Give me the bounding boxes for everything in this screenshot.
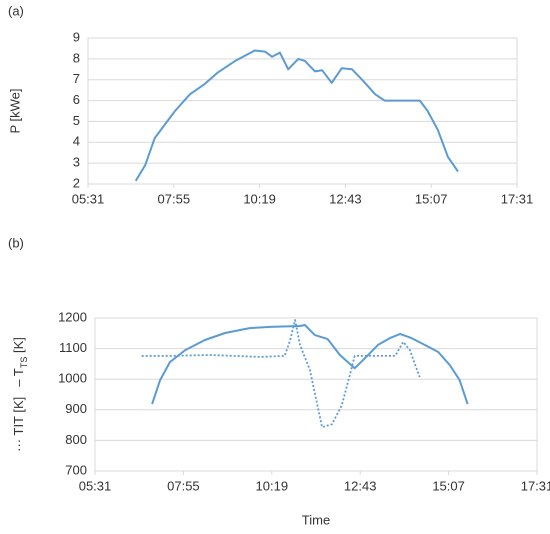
- y-tick-label: 800: [65, 432, 87, 447]
- x-tick-label: 10:19: [256, 478, 289, 493]
- panel-label: (a): [8, 3, 24, 18]
- series-line: [134, 49, 459, 182]
- x-tick-label: 17:31: [501, 191, 534, 206]
- x-tick-label: 05:31: [79, 478, 112, 493]
- x-tick-label: 07:55: [167, 478, 200, 493]
- y-tick-label: 1000: [58, 371, 87, 386]
- y-axis-label-part: TS: [19, 357, 29, 369]
- x-axis-label: Time: [302, 512, 330, 527]
- y-tick-label: 3: [73, 155, 80, 170]
- x-tick-label: 07:55: [158, 191, 191, 206]
- y-tick-label: 700: [65, 462, 87, 477]
- plot-border: [94, 317, 538, 472]
- y-axis-label-part: ··· TIT [K]: [11, 397, 26, 452]
- y-axis-label: ··· TIT [K] – TTS [K]: [11, 337, 29, 452]
- y-tick-label: 1200: [58, 309, 87, 324]
- y-tick-label: 9: [73, 29, 80, 44]
- series-line: [141, 319, 421, 429]
- panel-label: (b): [8, 235, 24, 250]
- y-axis-label-part: – T: [11, 368, 26, 387]
- x-tick-label: 15:07: [432, 478, 465, 493]
- series-line: [151, 324, 469, 405]
- x-tick-label: 12:43: [329, 191, 362, 206]
- y-tick-label: 900: [65, 401, 87, 416]
- y-tick-label: 5: [73, 113, 80, 128]
- y-axis-label-part: [K]: [11, 337, 26, 357]
- y-tick-label: 1100: [59, 340, 87, 355]
- y-tick-label: 8: [73, 50, 80, 65]
- plot-border: [87, 37, 518, 185]
- x-tick-label: 05:31: [72, 191, 105, 206]
- x-tick-label: 17:31: [521, 478, 550, 493]
- x-tick-label: 15:07: [415, 191, 448, 206]
- y-tick-label: 4: [73, 134, 80, 149]
- y-tick-label: 2: [73, 175, 80, 190]
- x-tick-label: 10:19: [243, 191, 276, 206]
- x-tick-label: 12:43: [344, 478, 377, 493]
- y-tick-label: 7: [73, 71, 80, 86]
- y-tick-label: 6: [73, 92, 80, 107]
- y-axis-label: P [kWe]: [7, 88, 22, 133]
